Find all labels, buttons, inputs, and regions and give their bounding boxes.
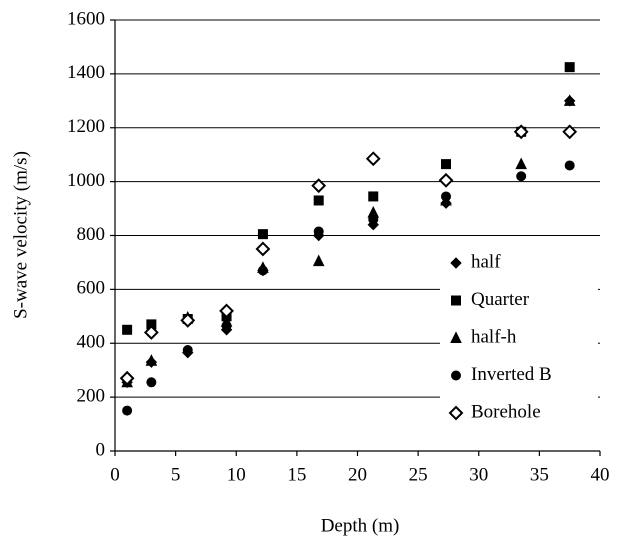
y-tick-label: 1200 — [67, 116, 105, 137]
point — [562, 124, 578, 140]
point — [563, 94, 576, 106]
legend-label: Borehole — [471, 401, 541, 422]
legend-marker — [448, 405, 464, 421]
point — [257, 229, 268, 240]
x-tick-label: 5 — [171, 464, 181, 485]
y-tick-label: 1000 — [67, 170, 105, 191]
x-tick-label: 40 — [591, 464, 610, 485]
x-tick-label: 20 — [348, 464, 367, 485]
point — [143, 325, 159, 340]
legend-marker — [450, 257, 462, 269]
legend-label: half-h — [471, 326, 517, 347]
point — [122, 324, 133, 335]
y-tick-label: 600 — [77, 278, 106, 299]
point — [368, 191, 379, 202]
point — [219, 303, 234, 319]
x-tick-label: 25 — [409, 464, 428, 485]
legend-label: Quarter — [471, 289, 530, 310]
legend-label: Inverted B — [471, 364, 552, 385]
x-tick-label: 15 — [287, 464, 306, 485]
point — [146, 377, 157, 388]
point — [312, 254, 325, 267]
point — [122, 405, 133, 416]
x-tick-label: 30 — [469, 464, 488, 485]
y-tick-label: 0 — [96, 439, 106, 460]
legend-label: half — [471, 251, 501, 272]
point — [119, 370, 135, 386]
point — [441, 159, 452, 170]
y-tick-label: 200 — [77, 385, 106, 406]
x-tick-label: 10 — [227, 464, 246, 485]
point — [313, 195, 324, 206]
point — [221, 320, 232, 331]
point — [313, 226, 324, 237]
point — [441, 191, 452, 202]
point — [368, 214, 379, 225]
point — [182, 344, 193, 355]
point — [180, 312, 196, 328]
y-tick-label: 1600 — [67, 8, 105, 29]
legend-marker — [451, 295, 461, 306]
y-axis-label: S-wave velocity (m/s) — [10, 151, 31, 319]
point — [311, 178, 327, 194]
x-axis-label: Depth (m) — [321, 515, 400, 536]
point — [515, 157, 527, 170]
y-tick-label: 400 — [77, 332, 106, 353]
point — [564, 160, 575, 171]
y-tick-label: 800 — [77, 224, 106, 245]
legend-box — [440, 240, 598, 430]
legend-marker — [450, 331, 462, 343]
point — [513, 124, 529, 140]
point — [255, 241, 271, 257]
x-tick-label: 0 — [110, 464, 120, 485]
point — [564, 62, 575, 73]
x-tick-label: 35 — [530, 464, 549, 485]
y-tick-label: 1400 — [67, 62, 105, 83]
point — [365, 151, 381, 167]
point — [438, 172, 454, 188]
point — [257, 265, 268, 276]
point — [145, 354, 158, 366]
point — [516, 171, 527, 182]
legend-marker — [451, 370, 461, 381]
